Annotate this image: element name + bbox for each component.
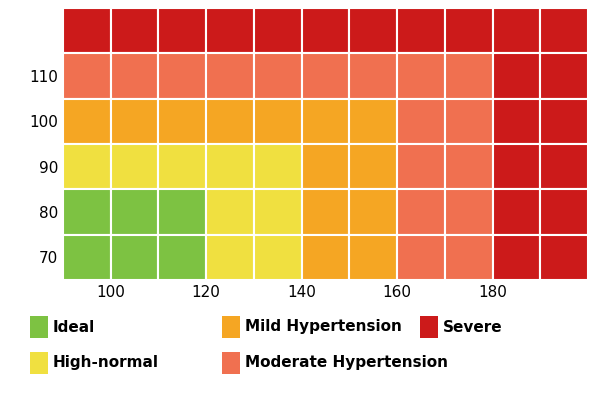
Bar (206, 99, 254, 144)
Bar (254, 144, 302, 189)
Bar (63, 235, 111, 280)
Bar (254, 53, 302, 99)
Bar (63, 99, 111, 144)
Bar (349, 235, 397, 280)
Bar (111, 99, 158, 144)
Text: Ideal: Ideal (53, 320, 95, 334)
Text: Moderate Hypertension: Moderate Hypertension (245, 356, 448, 370)
Bar (111, 144, 158, 189)
Bar (397, 189, 445, 235)
Bar (349, 189, 397, 235)
Bar (302, 8, 349, 53)
Bar (206, 189, 254, 235)
Bar (302, 189, 349, 235)
Bar (158, 8, 206, 53)
Bar (302, 235, 349, 280)
Bar (540, 53, 588, 99)
Bar (493, 189, 540, 235)
Bar (397, 8, 445, 53)
Bar (540, 235, 588, 280)
Bar (397, 144, 445, 189)
Bar (302, 53, 349, 99)
Bar (63, 53, 111, 99)
Bar (349, 144, 397, 189)
Bar (302, 144, 349, 189)
Bar (63, 144, 111, 189)
Bar (254, 8, 302, 53)
Bar (158, 235, 206, 280)
Text: Mild Hypertension: Mild Hypertension (245, 320, 401, 334)
Bar (111, 235, 158, 280)
Bar (158, 53, 206, 99)
Bar (493, 235, 540, 280)
Bar (111, 189, 158, 235)
Text: High-normal: High-normal (53, 356, 159, 370)
Bar (445, 8, 493, 53)
Bar (254, 235, 302, 280)
Bar (158, 144, 206, 189)
Bar (540, 8, 588, 53)
Bar (349, 8, 397, 53)
Bar (158, 99, 206, 144)
Bar (397, 99, 445, 144)
Bar (493, 144, 540, 189)
Bar (206, 8, 254, 53)
Bar (206, 144, 254, 189)
Bar (63, 189, 111, 235)
Bar (111, 53, 158, 99)
Bar (445, 53, 493, 99)
Bar (493, 53, 540, 99)
Bar (349, 99, 397, 144)
Bar (540, 99, 588, 144)
Bar (254, 99, 302, 144)
Bar (445, 235, 493, 280)
Bar (540, 144, 588, 189)
Bar (493, 99, 540, 144)
Text: Severe: Severe (443, 320, 502, 334)
Bar (397, 53, 445, 99)
Bar (445, 99, 493, 144)
Bar (397, 235, 445, 280)
Bar (302, 99, 349, 144)
Bar (111, 8, 158, 53)
Bar (254, 189, 302, 235)
Bar (63, 8, 111, 53)
Bar (158, 189, 206, 235)
Bar (206, 235, 254, 280)
Bar (445, 189, 493, 235)
Bar (493, 8, 540, 53)
Bar (540, 189, 588, 235)
Bar (206, 53, 254, 99)
Bar (349, 53, 397, 99)
Bar (445, 144, 493, 189)
